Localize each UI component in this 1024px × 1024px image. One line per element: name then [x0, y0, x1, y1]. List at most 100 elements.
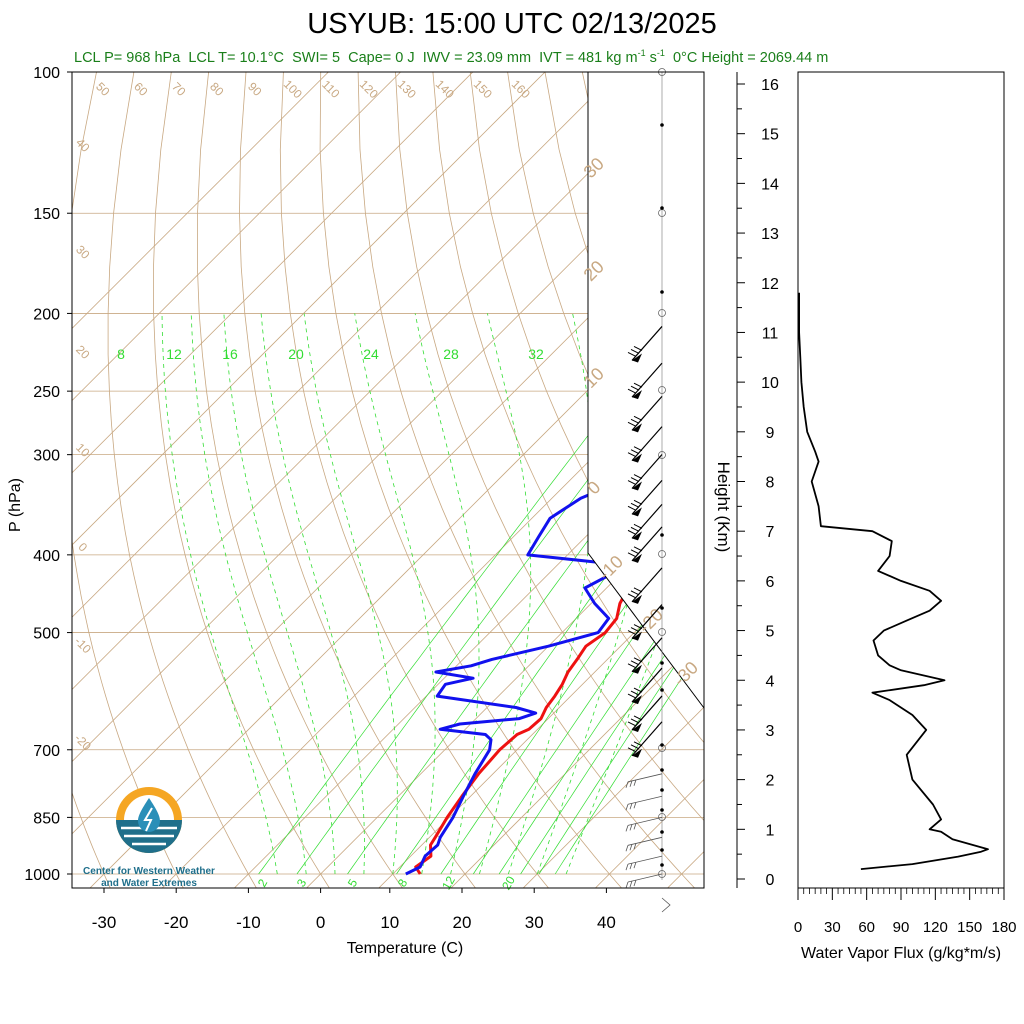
wind-level-dot	[660, 808, 664, 812]
wind-barb	[627, 479, 663, 517]
x-tick-label: 10	[380, 913, 399, 932]
wind-level-dot	[660, 123, 664, 127]
height-tick-label: 7	[766, 524, 775, 541]
wind-barb	[627, 667, 663, 705]
x-axis-label: Temperature (C)	[347, 940, 463, 957]
isotherm-line	[72, 72, 546, 546]
moist-adiabat	[303, 313, 398, 875]
iwv-value: IWV = 23.09 mm	[422, 49, 532, 66]
dry-adiabat-label-left: 20	[73, 342, 93, 362]
wind-barb	[627, 637, 663, 674]
isotherm-line	[450, 634, 704, 888]
chart-title: USYUB: 15:00 UTC 02/13/2025	[307, 8, 717, 40]
height-tick-label: 12	[761, 276, 779, 293]
flux-tick-label: 0	[794, 919, 802, 936]
mixing-ratio-label: 2	[255, 876, 271, 889]
mixing-ratio-label: 32	[528, 346, 544, 362]
wind-level-circle	[658, 386, 666, 394]
height-tick-label: 13	[761, 226, 779, 243]
wind-barb	[627, 426, 663, 463]
mixing-ratio-line	[258, 376, 634, 875]
wind-barb	[625, 836, 663, 852]
height-tick-label: 6	[766, 574, 775, 591]
x-tick-label: 30	[525, 913, 544, 932]
isotherm-line	[72, 72, 618, 618]
height-tick-label: 15	[761, 127, 779, 144]
height-tick-label: 14	[761, 176, 779, 193]
y-tick-label: 150	[33, 206, 60, 223]
wind-level-dot	[660, 661, 664, 665]
ivt-value: IVT = 481 kg m-1 s-1	[539, 48, 665, 66]
height-tick-label: 4	[766, 673, 775, 690]
flux-series-group	[798, 292, 989, 870]
x-tick-label: 40	[597, 913, 616, 932]
mixing-ratio-label: 20	[288, 346, 304, 362]
y-tick-label: 700	[33, 743, 60, 760]
height-tick-label: 11	[762, 325, 779, 342]
isotherm-tick-label: 100	[281, 77, 305, 101]
y-axis-label: P (hPa)	[7, 478, 24, 532]
dry-adiabat-label-left: 40	[73, 135, 93, 155]
wind-barb	[627, 395, 663, 433]
wind-barb	[625, 773, 663, 788]
dry-adiabat	[319, 72, 623, 888]
dry-adiabat	[769, 72, 1024, 891]
dry-adiabat	[881, 72, 1024, 891]
logo-text: Center for Western Weather and Water Ext…	[83, 866, 215, 889]
wind-level-circle	[658, 813, 666, 821]
isotherm-tick-label: 110	[319, 77, 343, 101]
dry-adiabat	[807, 72, 1024, 891]
mixing-ratio-label: 24	[363, 346, 379, 362]
lcl-pressure: LCL P= 968 hPa	[74, 49, 181, 66]
isotherm-tick-label: 60	[131, 79, 151, 99]
flux-border	[797, 71, 1005, 889]
skew-t-border	[71, 71, 705, 889]
wind-level-circle	[658, 628, 666, 636]
wind-level-circle	[658, 870, 666, 878]
y-tick-label: 1000	[24, 867, 60, 884]
swi-index: SWI= 5	[292, 49, 341, 66]
mixing-ratio-label: 20	[499, 873, 518, 892]
wind-panel-mask	[588, 72, 704, 708]
dry-adiabat	[72, 791, 111, 888]
y-tick-label: 400	[33, 548, 60, 565]
dry-adiabat	[732, 72, 1024, 891]
wind-level-dot	[660, 848, 664, 852]
wind-barb	[627, 567, 663, 604]
isotherm-tick-label: 160	[509, 77, 533, 101]
lcl-temperature: LCL T= 10.1°C	[188, 49, 285, 66]
dry-adiabat	[239, 72, 476, 888]
dry-adiabat	[279, 72, 550, 888]
water-vapor-flux-line	[798, 292, 989, 870]
moist-adiabat	[223, 313, 336, 875]
y-tick-label: 500	[33, 626, 60, 643]
wind-level-dot	[660, 688, 664, 692]
mixing-ratio-line	[498, 568, 704, 875]
mixing-ratio-label: 12	[166, 346, 182, 362]
dry-adiabat	[919, 72, 1024, 891]
wind-barb	[627, 503, 663, 541]
dry-adiabat-label-left: -10	[72, 634, 94, 656]
wind-level-circle	[658, 309, 666, 317]
y-tick-label: 200	[33, 306, 60, 323]
moist-adiabat	[507, 313, 593, 875]
isotherm-tick-label: 70	[169, 79, 189, 99]
wind-barb	[627, 362, 663, 400]
isotherm-line	[72, 201, 704, 835]
wind-barb-surface	[661, 897, 671, 913]
wind-level-dot	[660, 863, 664, 867]
isotherm-line	[72, 72, 474, 474]
flux-tick-label: 150	[957, 919, 982, 936]
cw3e-logo: Center for Western Weather and Water Ext…	[70, 786, 228, 892]
mixing-ratio-line	[538, 621, 704, 875]
wind-level-dot	[660, 533, 664, 537]
dry-adiabat	[844, 72, 1024, 891]
isotherm-line	[953, 54, 1024, 891]
isotherm-line	[306, 490, 704, 888]
mixing-ratio-label: 8	[117, 346, 125, 362]
y-tick-label: 250	[33, 384, 60, 401]
height-tick-label: 5	[766, 624, 775, 641]
moist-adiabat	[354, 313, 436, 875]
